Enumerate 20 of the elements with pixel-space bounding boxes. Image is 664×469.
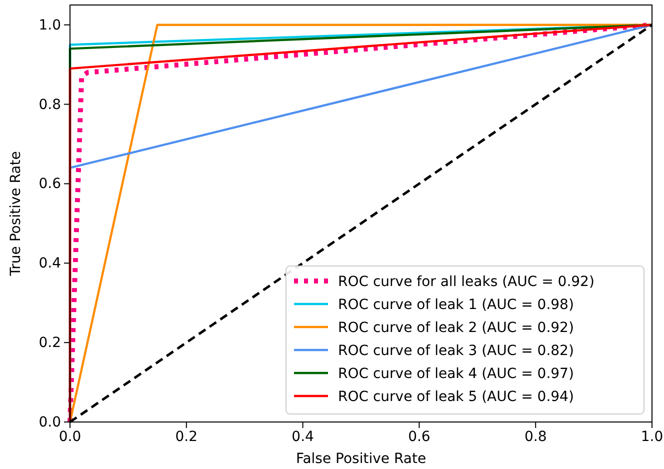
legend-label: ROC curve of leak 5 (AUC = 0.94)	[338, 389, 574, 405]
y-tick-label: 0.4	[38, 256, 62, 272]
y-tick-label: 0.6	[38, 176, 62, 192]
y-tick-label: 0.8	[38, 96, 61, 113]
y-axis-title: True Positive Rate	[8, 151, 24, 277]
x-tick-label: 0.4	[292, 428, 314, 445]
x-tick-label: 0.2	[175, 428, 198, 445]
legend-label: ROC curve of leak 3 (AUC = 0.82)	[338, 343, 574, 359]
legend-label: ROC curve for all leaks (AUC = 0.92)	[338, 274, 594, 290]
x-tick-label: 0.6	[408, 428, 430, 445]
y-tick-label: 0.0	[38, 414, 61, 430]
legend-label: ROC curve of leak 4 (AUC = 0.97)	[338, 366, 574, 382]
x-tick-label: 1.0	[640, 428, 664, 445]
legend-label: ROC curve of leak 1 (AUC = 0.98)	[338, 297, 574, 313]
y-tick-label: 1.0	[38, 17, 61, 34]
x-axis-title: False Positive Rate	[296, 451, 426, 467]
x-tick-label: 0.8	[524, 428, 547, 445]
legend-label: ROC curve of leak 2 (AUC = 0.92)	[338, 320, 574, 336]
x-tick-label: 0.0	[58, 428, 82, 445]
y-tick-label: 0.2	[38, 335, 61, 352]
